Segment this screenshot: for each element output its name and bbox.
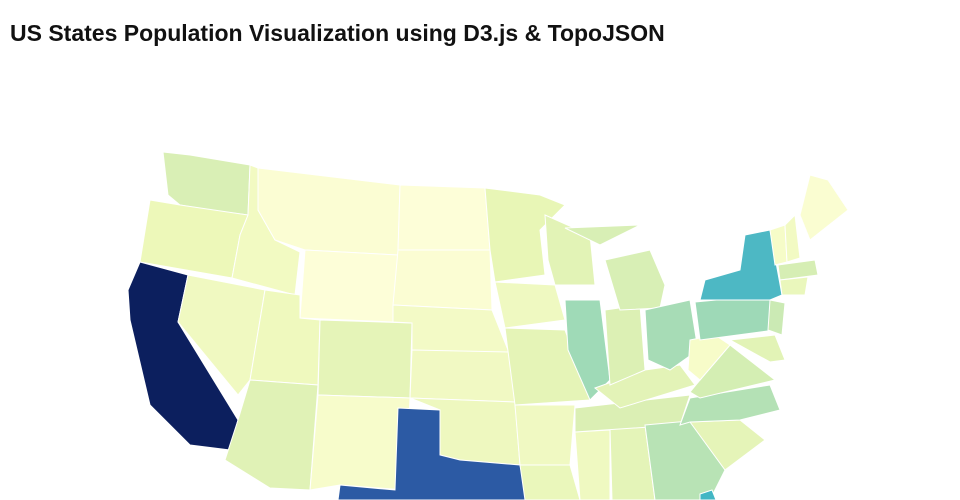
state: [409, 349, 516, 403]
state: [604, 304, 646, 386]
state: [784, 213, 801, 263]
page-title: US States Population Visualization using…: [10, 20, 665, 46]
state: [679, 384, 781, 426]
state: [767, 299, 786, 336]
state: [392, 249, 493, 311]
state: [644, 299, 699, 371]
state: [494, 281, 566, 329]
state: [699, 489, 717, 500]
state: [779, 276, 809, 296]
state: [484, 187, 566, 283]
state: [799, 174, 849, 241]
state: [257, 167, 401, 256]
state: [397, 184, 491, 251]
state: [564, 224, 641, 246]
state: [728, 334, 786, 363]
state: [604, 249, 666, 311]
state: [514, 404, 576, 466]
state: [309, 394, 411, 491]
state: [299, 249, 399, 323]
state: [699, 229, 783, 301]
state: [777, 259, 819, 281]
state: [689, 344, 777, 399]
state: [519, 464, 581, 500]
state: [694, 294, 776, 341]
state: [177, 274, 266, 396]
state: [224, 379, 319, 491]
state: [574, 429, 611, 500]
state: [544, 214, 596, 286]
state: [317, 319, 413, 399]
